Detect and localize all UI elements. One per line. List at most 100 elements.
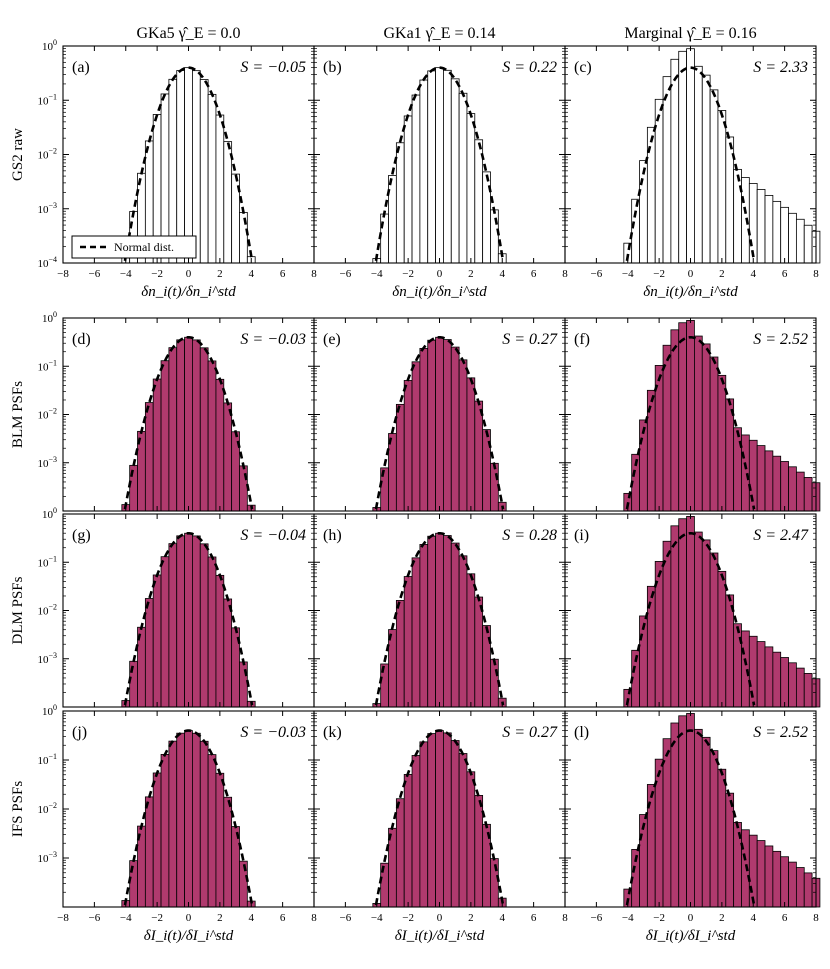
y-tick-label: 10−1 xyxy=(37,358,57,373)
histogram-bar xyxy=(662,738,672,908)
normal-distribution-curve xyxy=(123,66,254,262)
histogram-bar xyxy=(450,346,460,512)
histogram-bar xyxy=(192,339,201,512)
x-tick-label: 6 xyxy=(782,912,788,924)
histogram-bar xyxy=(450,78,460,264)
histogram-bar xyxy=(788,662,797,708)
histogram-bar xyxy=(803,477,813,512)
histogram-bar xyxy=(709,552,719,708)
histogram-bar xyxy=(427,70,436,264)
normal-distribution-curve xyxy=(374,531,505,706)
histogram-bar xyxy=(184,67,193,264)
histogram-bar xyxy=(223,402,233,512)
histogram-bar xyxy=(748,834,758,908)
histogram-bar xyxy=(764,845,774,908)
normal-distribution-curve xyxy=(374,66,505,262)
histogram-bar xyxy=(419,741,429,908)
y-tick-exponent: −1 xyxy=(48,752,57,761)
histogram-bar xyxy=(474,795,484,908)
y-tick-exponent: −1 xyxy=(48,358,57,367)
histogram-bar xyxy=(795,867,805,908)
histogram-bar xyxy=(686,320,695,512)
x-tick-label: −6 xyxy=(591,912,603,924)
histogram-bar xyxy=(152,378,162,512)
x-tick-label: −6 xyxy=(340,268,352,280)
histogram-bars xyxy=(623,48,821,264)
y-tick-exponent: −2 xyxy=(48,603,57,612)
histogram-bar xyxy=(403,115,413,264)
histogram-bar xyxy=(435,67,444,264)
row-label: GS2 raw xyxy=(10,128,26,181)
histogram-bar xyxy=(443,339,452,512)
histogram-bars xyxy=(372,67,507,264)
x-tick-label: 2 xyxy=(468,912,474,924)
histogram-bar xyxy=(411,94,421,264)
histogram-bar xyxy=(474,400,484,512)
histogram-bar xyxy=(780,206,789,264)
panel-letter: (e) xyxy=(323,331,341,348)
histogram-bar xyxy=(772,850,782,908)
histogram-bar xyxy=(419,544,429,708)
panel-letter: (b) xyxy=(323,59,342,76)
histogram-bar xyxy=(395,403,405,512)
histogram-bar xyxy=(435,730,444,908)
histogram-bar xyxy=(199,347,209,512)
row-label: IFS PSFs xyxy=(10,781,26,837)
x-tick-label: −4 xyxy=(120,912,132,924)
y-tick-exponent: −1 xyxy=(48,92,57,101)
histogram-bar xyxy=(780,461,789,512)
histogram-bar xyxy=(199,79,209,264)
histogram-bar xyxy=(427,535,436,708)
histogram-bar xyxy=(756,189,766,264)
y-tick-exponent: −3 xyxy=(48,850,57,859)
histogram-bar xyxy=(223,141,233,264)
histogram-bar xyxy=(701,343,711,512)
histogram-bar xyxy=(168,347,178,512)
histogram-bar xyxy=(419,347,429,512)
y-tick-label: 10−4 xyxy=(37,255,57,270)
histogram-bar xyxy=(474,139,484,264)
histogram-bar xyxy=(701,736,711,908)
histogram-bar xyxy=(694,531,703,708)
x-tick-label: −4 xyxy=(371,268,383,280)
histogram-bar xyxy=(184,532,193,708)
histogram-bar xyxy=(490,462,499,512)
histogram-bar xyxy=(199,543,209,708)
histogram-bar xyxy=(795,667,805,708)
histogram-bar xyxy=(662,76,672,264)
histogram-bar xyxy=(466,113,476,264)
y-tick-exponent: −3 xyxy=(48,201,57,210)
panel-letter: (d) xyxy=(72,331,91,348)
x-tick-label: −4 xyxy=(120,268,132,280)
x-tick-label: 6 xyxy=(280,912,286,924)
x-tick-label: 8 xyxy=(562,912,568,924)
histogram-bar xyxy=(443,732,452,908)
y-tick-exponent: 0 xyxy=(53,310,57,319)
skewness-label: S = 0.27 xyxy=(502,331,558,348)
histogram-bar xyxy=(662,540,672,708)
y-tick-label: 100 xyxy=(42,38,57,53)
panel-h: (h) S = 0.28 xyxy=(313,513,566,708)
histogram-bar xyxy=(199,740,209,908)
histogram-bar xyxy=(756,641,766,708)
histogram-bar xyxy=(788,212,797,264)
x-tick-label: 8 xyxy=(813,912,819,924)
histogram-bar xyxy=(152,574,162,708)
histogram-bar xyxy=(694,65,703,264)
row-label: BLM PSFs xyxy=(10,381,26,448)
x-tick-label: 6 xyxy=(531,912,537,924)
histogram-bar xyxy=(780,657,789,708)
x-tick-label: 2 xyxy=(468,268,474,280)
histogram-bar xyxy=(450,740,460,908)
histogram-bar xyxy=(411,557,421,708)
histogram-bar xyxy=(678,322,687,512)
histogram-bar xyxy=(764,646,774,708)
y-tick-exponent: −2 xyxy=(48,407,57,416)
panel-letter: (j) xyxy=(72,724,87,741)
panel-i: (i) S = 2.47 xyxy=(564,513,821,708)
x-tick-label: −2 xyxy=(653,268,665,280)
histogram-bars xyxy=(121,67,256,264)
histogram-bar xyxy=(168,543,178,708)
column-title: GKa1 γ̂_E = 0.14 xyxy=(383,25,495,42)
histogram-bars xyxy=(121,532,256,708)
